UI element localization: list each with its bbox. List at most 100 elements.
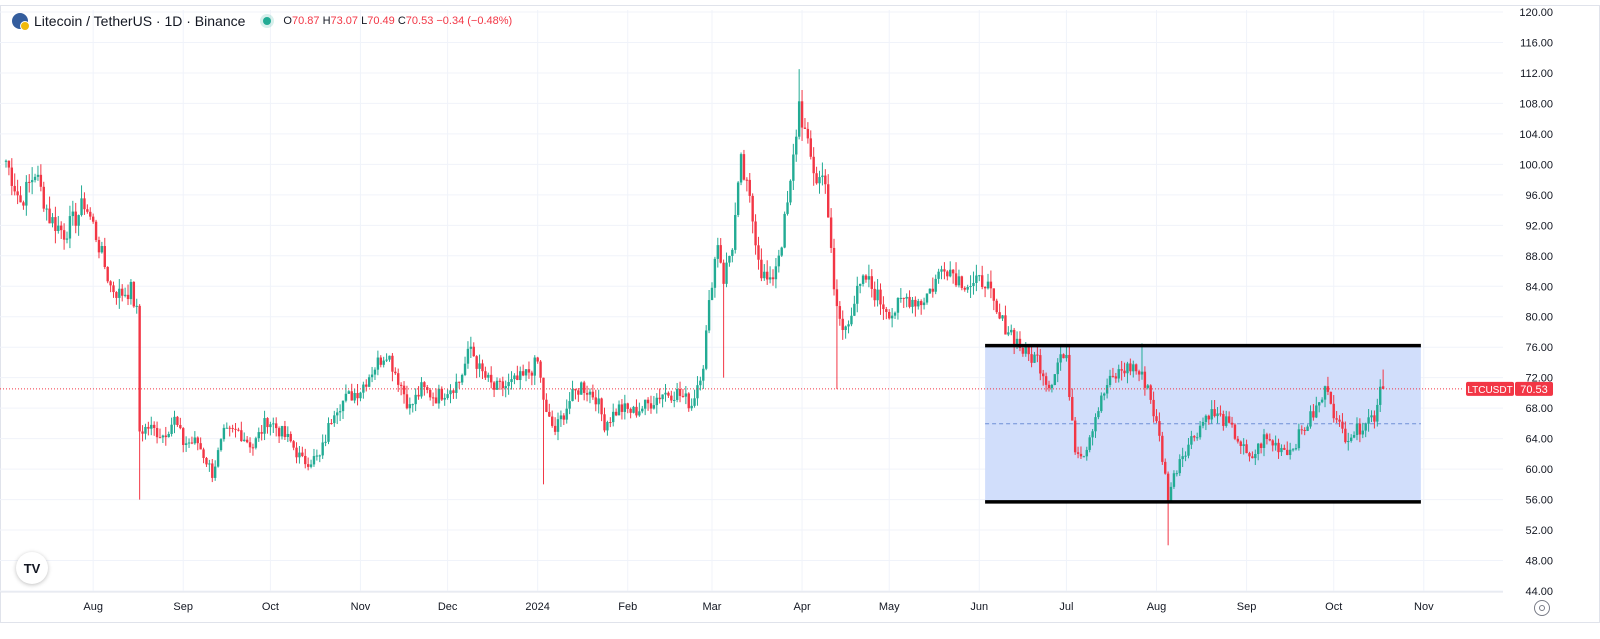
- candle-body: [1175, 473, 1179, 475]
- candle-body: [510, 379, 513, 383]
- candle-body: [356, 393, 359, 399]
- candle-body: [1315, 405, 1318, 418]
- candle-body: [1129, 363, 1132, 372]
- candle-body: [1082, 456, 1086, 458]
- candle-body: [1381, 386, 1385, 389]
- candle-body: [158, 437, 162, 439]
- candle-body: [742, 154, 746, 180]
- candle-body: [170, 424, 173, 434]
- candle-body: [626, 403, 629, 409]
- candle-body: [205, 457, 208, 465]
- candle-body: [1216, 413, 1219, 417]
- candle-body: [980, 275, 984, 287]
- candle-body: [719, 245, 722, 263]
- candle-body: [1286, 449, 1289, 455]
- candle-body: [1207, 415, 1211, 420]
- y-tick-label: 48.00: [1525, 556, 1553, 568]
- candle-body: [1187, 444, 1190, 456]
- candle-body: [638, 411, 641, 416]
- candle-body: [312, 456, 316, 465]
- candle-body: [664, 392, 667, 395]
- candle-body: [138, 305, 141, 432]
- low-value: 70.49: [367, 15, 395, 27]
- y-tick-label: 64.00: [1525, 434, 1553, 446]
- candle-body: [1323, 386, 1327, 400]
- candle-body: [617, 404, 621, 416]
- candle-body: [423, 382, 426, 388]
- candle-body: [347, 391, 351, 394]
- candle-body: [71, 211, 75, 217]
- candle-body: [1338, 419, 1341, 422]
- candle-body: [678, 389, 682, 396]
- candle-body: [966, 286, 969, 290]
- candle-body: [33, 176, 37, 181]
- candle-body: [1068, 354, 1071, 397]
- candle-body: [835, 289, 839, 307]
- candle-body: [45, 208, 48, 210]
- candle-body: [1195, 437, 1199, 439]
- candle-body: [1288, 449, 1292, 455]
- candle-body: [1053, 374, 1057, 385]
- candle-body: [1309, 411, 1312, 427]
- candle-body: [1097, 411, 1100, 418]
- x-tick-label: Sep: [1237, 601, 1257, 613]
- candle-body: [658, 397, 661, 400]
- candle-body: [489, 374, 493, 383]
- candle-body: [734, 214, 737, 250]
- candle-body: [800, 101, 804, 128]
- candle-body: [213, 466, 217, 478]
- candle-body: [199, 443, 202, 450]
- x-tick-label: May: [879, 601, 900, 613]
- candle-body: [1335, 418, 1338, 420]
- x-tick-label: Mar: [703, 601, 722, 613]
- candle-body: [100, 246, 104, 253]
- candle-body: [42, 186, 45, 209]
- candle-body: [478, 363, 481, 369]
- candle-body: [382, 360, 385, 365]
- y-tick-label: 96.00: [1525, 190, 1553, 202]
- candle-body: [1117, 369, 1120, 379]
- candle-body: [367, 377, 371, 387]
- candle-body: [318, 455, 321, 457]
- candle-body: [495, 380, 499, 390]
- y-tick-label: 76.00: [1525, 342, 1553, 354]
- tradingview-logo-icon[interactable]: TV: [16, 552, 48, 584]
- candle-body: [167, 433, 170, 438]
- candle-body: [132, 281, 136, 307]
- candle-body: [1021, 347, 1025, 354]
- x-tick-label: 2024: [525, 601, 549, 613]
- candle-body: [54, 217, 57, 231]
- candle-body: [673, 399, 676, 401]
- candle-body: [1268, 439, 1272, 441]
- x-tick-label: Oct: [262, 601, 279, 613]
- candle-body: [301, 452, 304, 456]
- candle-body: [65, 238, 69, 240]
- candle-body: [222, 427, 226, 440]
- x-tick-label: Nov: [351, 601, 371, 613]
- candle-body: [774, 266, 778, 280]
- candle-body: [1172, 473, 1176, 487]
- candle-body: [161, 435, 165, 438]
- candle-body: [254, 438, 258, 448]
- candle-body: [1065, 354, 1068, 359]
- candle-body: [1358, 423, 1362, 435]
- candle-body: [1254, 454, 1257, 459]
- candle-body: [603, 414, 606, 431]
- candle-body: [22, 202, 25, 206]
- candle-body: [978, 275, 981, 277]
- candle-body: [986, 281, 990, 289]
- candle-body: [992, 288, 996, 301]
- candle-body: [243, 439, 246, 442]
- symbol-title[interactable]: Litecoin / TetherUS · 1D · Binance: [34, 13, 246, 29]
- candle-body: [370, 374, 374, 378]
- close-label: C: [397, 15, 406, 27]
- candle-body: [861, 275, 865, 284]
- candle-body: [803, 127, 807, 129]
- candle-body: [1152, 399, 1155, 417]
- candle-body: [86, 209, 89, 212]
- candle-body: [1039, 355, 1042, 374]
- settings-gear-icon[interactable]: [1534, 600, 1550, 616]
- candle-body: [1140, 371, 1144, 375]
